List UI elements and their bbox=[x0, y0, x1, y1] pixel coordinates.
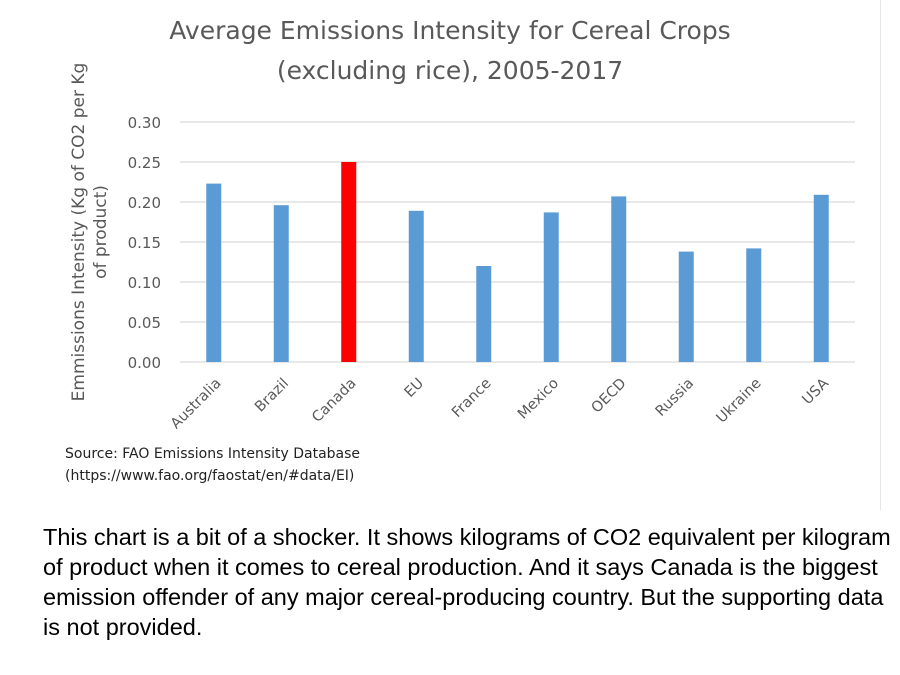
bar-brazil bbox=[273, 205, 289, 362]
y-tick-label: 0.10 bbox=[128, 274, 161, 292]
caption-text: This chart is a bit of a shocker. It sho… bbox=[43, 524, 891, 640]
y-tick-label: 0.20 bbox=[128, 194, 161, 212]
bar-canada bbox=[341, 162, 357, 362]
bar-australia bbox=[206, 183, 222, 362]
chart-border bbox=[880, 0, 881, 510]
y-tick-label: 0.15 bbox=[128, 234, 161, 252]
y-tick-label: 0.25 bbox=[128, 154, 161, 172]
bar-france bbox=[476, 266, 492, 362]
x-tick-label: USA bbox=[800, 375, 833, 408]
x-tick-label: Ukraine bbox=[714, 375, 765, 426]
x-tick-label: Australia bbox=[168, 376, 225, 433]
x-tick-label: Mexico bbox=[515, 375, 562, 422]
source-line-1: Source: FAO Emissions Intensity Database bbox=[65, 446, 361, 462]
x-tick-label: Brazil bbox=[252, 376, 292, 416]
x-tick-label: Canada bbox=[309, 376, 359, 426]
plot-area: 0.00 0.05 0.10 0.15 0.20 0.25 0.30 Australia Bra… bbox=[128, 114, 855, 433]
chart-title-line-2: (excluding rice), 2005-2017 bbox=[276, 56, 624, 85]
bar-usa bbox=[813, 194, 829, 362]
bar-oecd bbox=[611, 196, 627, 362]
bar-russia bbox=[678, 251, 694, 362]
x-tick-label: France bbox=[449, 375, 494, 420]
bar-eu bbox=[408, 210, 424, 362]
chart-title-line-1: Average Emissions Intensity for Cereal C… bbox=[169, 16, 731, 45]
bar-ukraine bbox=[746, 248, 762, 362]
x-tick-label: EU bbox=[402, 376, 427, 401]
y-tick-label: 0.00 bbox=[128, 354, 161, 372]
y-tick-label: 0.05 bbox=[128, 314, 161, 332]
bar-mexico bbox=[543, 212, 559, 362]
source-line-2: (https://www.fao.org/faostat/en/#data/EI… bbox=[65, 468, 355, 484]
y-tick-label: 0.30 bbox=[128, 114, 161, 132]
x-tick-label: Russia bbox=[653, 376, 697, 420]
x-tick-label: OECD bbox=[589, 376, 630, 417]
